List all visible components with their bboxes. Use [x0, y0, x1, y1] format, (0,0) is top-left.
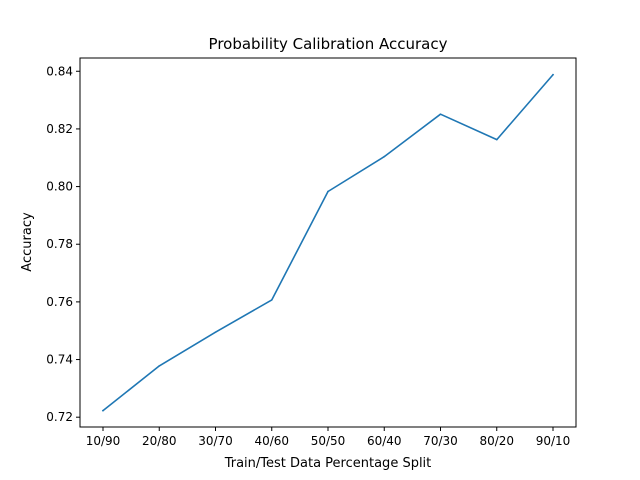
x-tick-label: 20/80 [142, 434, 177, 448]
y-axis: 0.72 0.74 0.76 0.78 0.80 0.82 0.84 [46, 64, 80, 424]
y-tick-label: 0.72 [46, 410, 73, 424]
x-tick-label: 50/50 [311, 434, 346, 448]
x-axis: 10/90 20/80 30/70 40/60 50/50 60/40 70/30 80/20… [86, 427, 571, 448]
axes-frame [79, 57, 577, 428]
plot-area: 10/90 20/80 30/70 40/60 50/50 60/40 70/30 80/20… [46, 57, 577, 448]
x-axis-label: Train/Test Data Percentage Split [224, 456, 432, 471]
y-tick-label: 0.80 [46, 180, 73, 194]
x-tick-label: 90/10 [536, 434, 571, 448]
data-point [552, 73, 554, 76]
x-tick-label: 10/90 [86, 434, 121, 448]
series-layer [101, 73, 555, 412]
data-point [270, 299, 273, 301]
y-tick-label: 0.74 [46, 353, 73, 367]
data-point [327, 190, 329, 193]
data-point [214, 331, 217, 333]
x-tick-label: 60/40 [367, 434, 402, 448]
data-point [439, 113, 442, 116]
data-point [383, 155, 386, 158]
y-tick-label: 0.76 [46, 295, 73, 309]
x-tick-label: 30/70 [198, 434, 233, 448]
series-line [101, 73, 555, 412]
chart-title: Probability Calibration Accuracy [209, 35, 448, 53]
x-tick-label: 70/30 [423, 434, 458, 448]
y-tick-label: 0.82 [46, 122, 73, 136]
y-axis-label: Accuracy [20, 212, 35, 272]
data-point [158, 365, 161, 367]
y-tick-label: 0.78 [46, 237, 73, 251]
data-point [495, 138, 498, 141]
y-tick-label: 0.84 [46, 64, 73, 78]
x-tick-label: 40/60 [254, 434, 289, 448]
data-point [102, 409, 104, 412]
x-tick-label: 80/20 [479, 434, 514, 448]
